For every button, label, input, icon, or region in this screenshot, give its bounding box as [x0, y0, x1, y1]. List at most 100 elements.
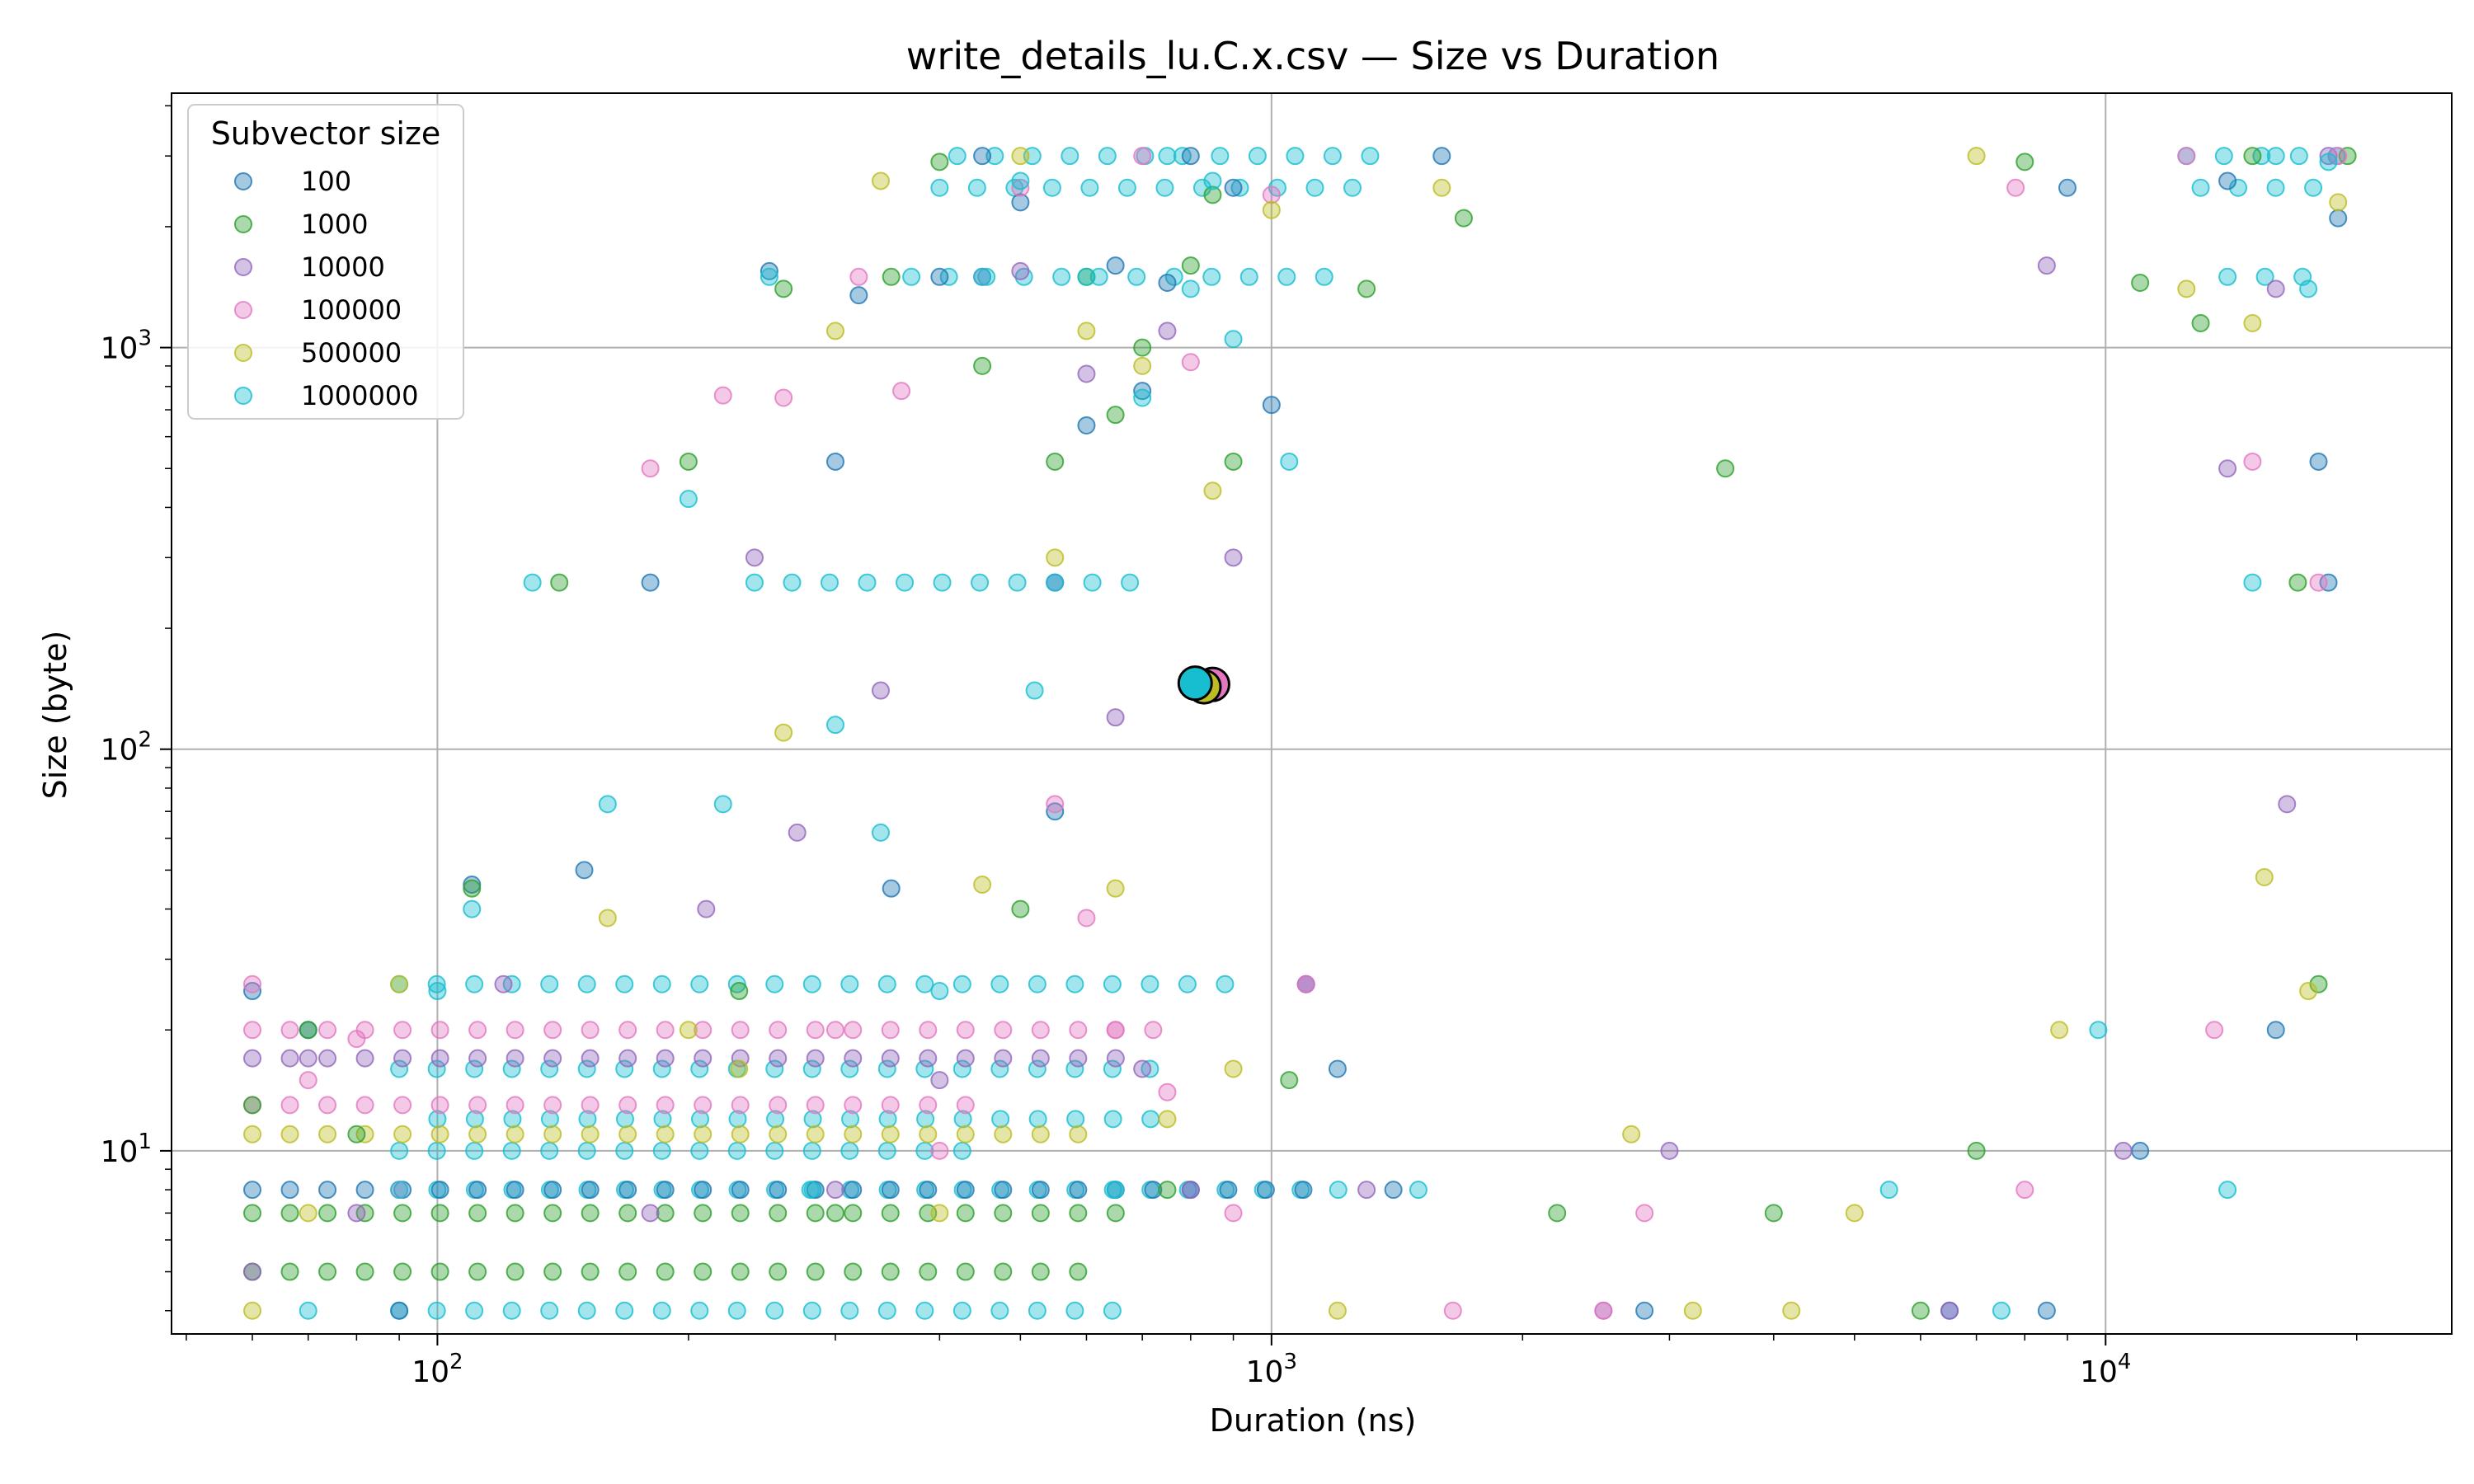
band-point — [502, 1301, 521, 1320]
band-point — [615, 1141, 634, 1160]
data-point — [641, 1204, 660, 1223]
data-point — [774, 723, 793, 742]
data-point — [2319, 153, 2338, 171]
data-point — [825, 322, 844, 340]
legend-label: 1000 — [301, 209, 368, 240]
band-point — [840, 1141, 859, 1160]
band-point — [1028, 974, 1047, 993]
data-point — [713, 795, 732, 814]
band-point — [806, 1181, 825, 1200]
data-point — [428, 982, 447, 1001]
data-point — [1432, 178, 1451, 197]
band-point — [280, 1204, 299, 1223]
data-point — [2266, 1021, 2285, 1040]
band-point — [840, 974, 859, 993]
band-point — [2304, 178, 2323, 197]
band-point — [1031, 1181, 1050, 1200]
band-point — [745, 573, 764, 592]
data-point — [1158, 147, 1177, 166]
band-point — [994, 1049, 1013, 1068]
data-point — [641, 573, 660, 592]
data-point — [1077, 364, 1096, 383]
data-point — [1077, 267, 1096, 286]
data-point — [1635, 1301, 1654, 1320]
data-point — [1203, 481, 1222, 500]
band-point — [994, 1204, 1013, 1223]
band-point — [280, 1049, 299, 1068]
data-point — [1879, 1181, 1898, 1200]
data-point — [1046, 795, 1065, 814]
data-point — [1106, 406, 1125, 425]
band-point — [1256, 1181, 1275, 1200]
band-point — [877, 1141, 896, 1160]
band-point — [615, 974, 634, 993]
data-point — [641, 459, 660, 478]
data-point — [1280, 452, 1299, 471]
data-point — [463, 899, 482, 918]
data-point — [390, 1181, 409, 1200]
band-point — [1031, 1021, 1050, 1040]
band-point — [656, 1262, 675, 1281]
band-point — [1031, 1049, 1050, 1068]
data-point — [2255, 868, 2274, 887]
band-point — [280, 1125, 299, 1144]
band-point — [243, 1204, 262, 1223]
data-point — [523, 573, 542, 592]
data-point — [1224, 178, 1243, 197]
data-point — [1384, 1181, 1403, 1200]
data-point — [2205, 1021, 2224, 1040]
band-point — [1192, 178, 1211, 197]
data-point — [1357, 279, 1376, 298]
data-point — [973, 356, 992, 375]
band-point — [1089, 267, 1108, 286]
legend-marker — [234, 301, 252, 319]
band-point — [952, 1301, 971, 1320]
band-point — [581, 1181, 600, 1200]
band-point — [727, 1141, 746, 1160]
data-point — [2319, 573, 2338, 592]
data-point — [1262, 186, 1281, 204]
band-point — [877, 974, 896, 993]
data-point — [849, 286, 868, 305]
band-point — [956, 1125, 975, 1144]
band-point — [280, 1021, 299, 1040]
data-point — [2218, 1181, 2237, 1200]
band-point — [769, 1181, 788, 1200]
band-point — [1103, 1110, 1122, 1129]
data-point — [1181, 279, 1200, 298]
data-point — [1181, 1181, 1200, 1200]
data-point — [1077, 909, 1096, 928]
band-point — [948, 147, 967, 166]
band-point — [1117, 178, 1136, 197]
band-point — [430, 1049, 449, 1068]
band-point — [540, 1141, 559, 1160]
data-point — [973, 267, 992, 286]
band-point — [577, 974, 596, 993]
data-point — [774, 279, 793, 298]
data-point — [788, 823, 807, 842]
band-point — [1069, 1262, 1088, 1281]
data-point — [347, 1125, 366, 1144]
band-point — [1121, 573, 1140, 592]
data-point — [973, 876, 992, 895]
band-point — [933, 573, 952, 592]
data-point — [1158, 1082, 1177, 1101]
band-point — [765, 1301, 784, 1320]
band-point — [502, 1059, 521, 1078]
data-point — [825, 716, 844, 735]
band-point — [694, 1125, 713, 1144]
band-point — [956, 1049, 975, 1068]
band-point — [1141, 974, 1159, 993]
data-point — [390, 974, 409, 993]
band-point — [1323, 147, 1342, 166]
band-point — [1080, 178, 1099, 197]
data-point — [1443, 1301, 1462, 1320]
data-point — [1845, 1204, 1864, 1223]
band-point — [1028, 1301, 1047, 1320]
data-point — [1106, 708, 1125, 727]
legend-label: 10000 — [301, 251, 385, 283]
band-point — [243, 1181, 262, 1200]
band-point — [652, 1141, 671, 1160]
data-point — [1011, 147, 1030, 166]
band-point — [543, 1096, 562, 1115]
